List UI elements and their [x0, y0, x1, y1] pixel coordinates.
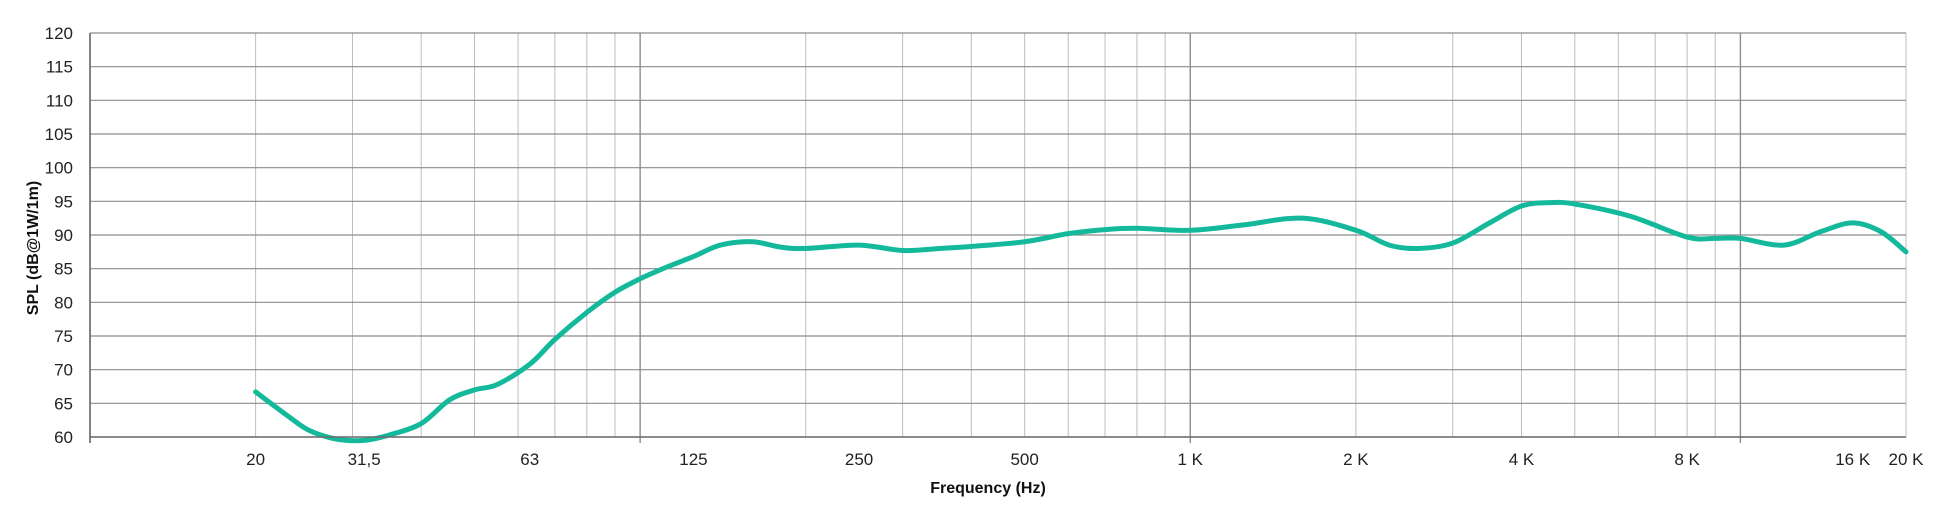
y-tick-label: 95: [54, 192, 73, 211]
x-tick-label: 63: [520, 450, 539, 469]
x-axis-title: Frequency (Hz): [930, 480, 1046, 497]
x-tick-label: 250: [845, 450, 873, 469]
y-tick-label: 70: [54, 361, 73, 380]
x-tick-label: 20: [246, 450, 265, 469]
y-tick-label: 120: [45, 24, 73, 43]
y-tick-label: 105: [45, 125, 73, 144]
x-tick-label: 4 K: [1509, 450, 1535, 469]
series-layer: [253, 199, 1909, 444]
x-tick-label: 8 K: [1674, 450, 1700, 469]
y-tick-label: 110: [46, 91, 73, 110]
spl-response-line-0: [253, 199, 1909, 444]
x-tick-label: 31,5: [348, 450, 381, 469]
x-tick-label: 16 K: [1835, 450, 1871, 469]
y-tick-label: 85: [54, 260, 73, 279]
x-tick-label: 500: [1010, 450, 1038, 469]
y-tick-label: 100: [45, 159, 73, 178]
y-tick-label: 80: [54, 293, 73, 312]
y-tick-label: 60: [54, 428, 73, 447]
grid: [89, 32, 1907, 443]
axes: [89, 33, 1906, 443]
y-tick-label: 65: [54, 394, 73, 413]
x-tick-label: 2 K: [1343, 450, 1369, 469]
x-tick-label: 125: [679, 450, 707, 469]
y-tick-label: 115: [46, 58, 73, 77]
x-tick-label: 20 K: [1889, 450, 1925, 469]
tick-labels: 60 65 70 75 80 85 90 95 100 105 110 115 120 20 31,5 63 1…: [45, 24, 1925, 469]
y-tick-label: 90: [54, 226, 73, 245]
y-tick-label: 75: [54, 327, 73, 346]
x-tick-label: 1 K: [1177, 450, 1203, 469]
y-axis-title: SPL (dB@1W/1m): [25, 181, 42, 315]
